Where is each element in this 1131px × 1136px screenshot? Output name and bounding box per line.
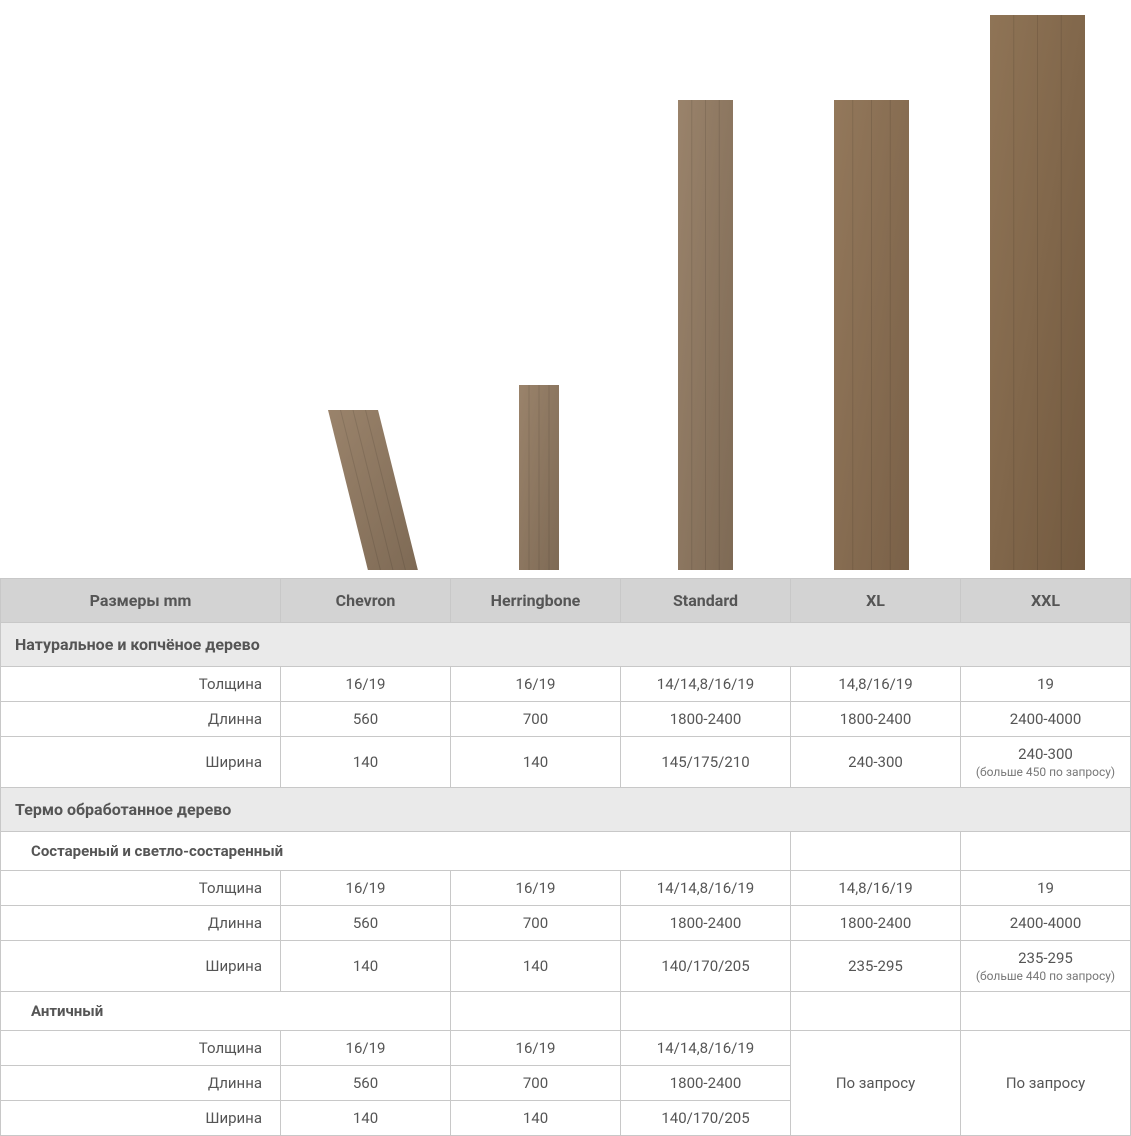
cell: 1800-2400 <box>791 906 961 941</box>
cell: 16/19 <box>281 871 451 906</box>
table-row: Ширина140140145/175/210240-300240-300(бо… <box>1 737 1131 788</box>
row-label: Толщина <box>1 1031 281 1066</box>
table-row: Толщина16/1916/1914/14,8/16/1914,8/16/19… <box>1 871 1131 906</box>
cell: 2400-4000 <box>961 702 1131 737</box>
row-label: Ширина <box>1 1101 281 1136</box>
cell: 700 <box>451 906 621 941</box>
cell: 2400-4000 <box>961 906 1131 941</box>
row-label: Толщина <box>1 871 281 906</box>
subsection-header: Состареный и светло-состаренный <box>1 832 1131 871</box>
table-row: Толщина16/1916/1914/14,8/16/19По запросу… <box>1 1031 1131 1066</box>
cell: 16/19 <box>451 1031 621 1066</box>
dimensions-table: Размеры mm Chevron Herringbone Standard … <box>0 578 1131 1136</box>
cell: 140/170/205 <box>621 1101 791 1136</box>
cell: 1800-2400 <box>791 702 961 737</box>
cell: 16/19 <box>451 667 621 702</box>
header-col-2: Standard <box>621 579 791 623</box>
cell: 140 <box>451 941 621 992</box>
cell: 16/19 <box>281 667 451 702</box>
cell: 19 <box>961 871 1131 906</box>
cell: 145/175/210 <box>621 737 791 788</box>
cell: 700 <box>451 1066 621 1101</box>
cell: 16/19 <box>451 871 621 906</box>
row-label: Толщина <box>1 667 281 702</box>
cell: 1800-2400 <box>621 1066 791 1101</box>
plank-herringbone <box>456 385 622 570</box>
table-row: Длинна5607001800-24001800-24002400-4000 <box>1 702 1131 737</box>
cell: 140/170/205 <box>621 941 791 992</box>
cell: 560 <box>281 702 451 737</box>
row-label: Длинна <box>1 1066 281 1101</box>
row-label: Длинна <box>1 702 281 737</box>
cell: 140 <box>281 737 451 788</box>
plank-xl <box>789 100 955 570</box>
header-col-4: XXL <box>961 579 1131 623</box>
cell: 16/19 <box>281 1031 451 1066</box>
row-label: Ширина <box>1 941 281 992</box>
header-col-3: XL <box>791 579 961 623</box>
table-header-row: Размеры mm Chevron Herringbone Standard … <box>1 579 1131 623</box>
cell: 14,8/16/19 <box>791 667 961 702</box>
cell: 14/14,8/16/19 <box>621 871 791 906</box>
cell: 14,8/16/19 <box>791 871 961 906</box>
plank-chevron <box>290 410 456 570</box>
row-label: Длинна <box>1 906 281 941</box>
cell: 560 <box>281 906 451 941</box>
cell: 14/14,8/16/19 <box>621 667 791 702</box>
cell: 140 <box>281 941 451 992</box>
plank-standard <box>622 100 788 570</box>
cell: 235-295(больше 440 по запросу) <box>961 941 1131 992</box>
cell: 14/14,8/16/19 <box>621 1031 791 1066</box>
subsection-header: Античный <box>1 992 1131 1031</box>
cell: 140 <box>451 737 621 788</box>
cell: 140 <box>281 1101 451 1136</box>
cell: 240-300(больше 450 по запросу) <box>961 737 1131 788</box>
table-row: Ширина140140140/170/205235-295235-295(бо… <box>1 941 1131 992</box>
cell: 19 <box>961 667 1131 702</box>
plank-xxl <box>955 15 1121 570</box>
cell: 140 <box>451 1101 621 1136</box>
cell: 235-295 <box>791 941 961 992</box>
cell: 240-300 <box>791 737 961 788</box>
section-header: Термо обработанное дерево <box>1 788 1131 832</box>
header-col-1: Herringbone <box>451 579 621 623</box>
plank-diagram <box>0 0 1131 570</box>
header-dims: Размеры mm <box>1 579 281 623</box>
table-row: Длинна5607001800-24001800-24002400-4000 <box>1 906 1131 941</box>
table-body: Натуральное и копчёное деревоТолщина16/1… <box>1 623 1131 1136</box>
table-row: Толщина16/1916/1914/14,8/16/1914,8/16/19… <box>1 667 1131 702</box>
cell: 700 <box>451 702 621 737</box>
header-col-0: Chevron <box>281 579 451 623</box>
section-header: Натуральное и копчёное дерево <box>1 623 1131 667</box>
cell: 560 <box>281 1066 451 1101</box>
cell: 1800-2400 <box>621 702 791 737</box>
row-label: Ширина <box>1 737 281 788</box>
cell: 1800-2400 <box>621 906 791 941</box>
